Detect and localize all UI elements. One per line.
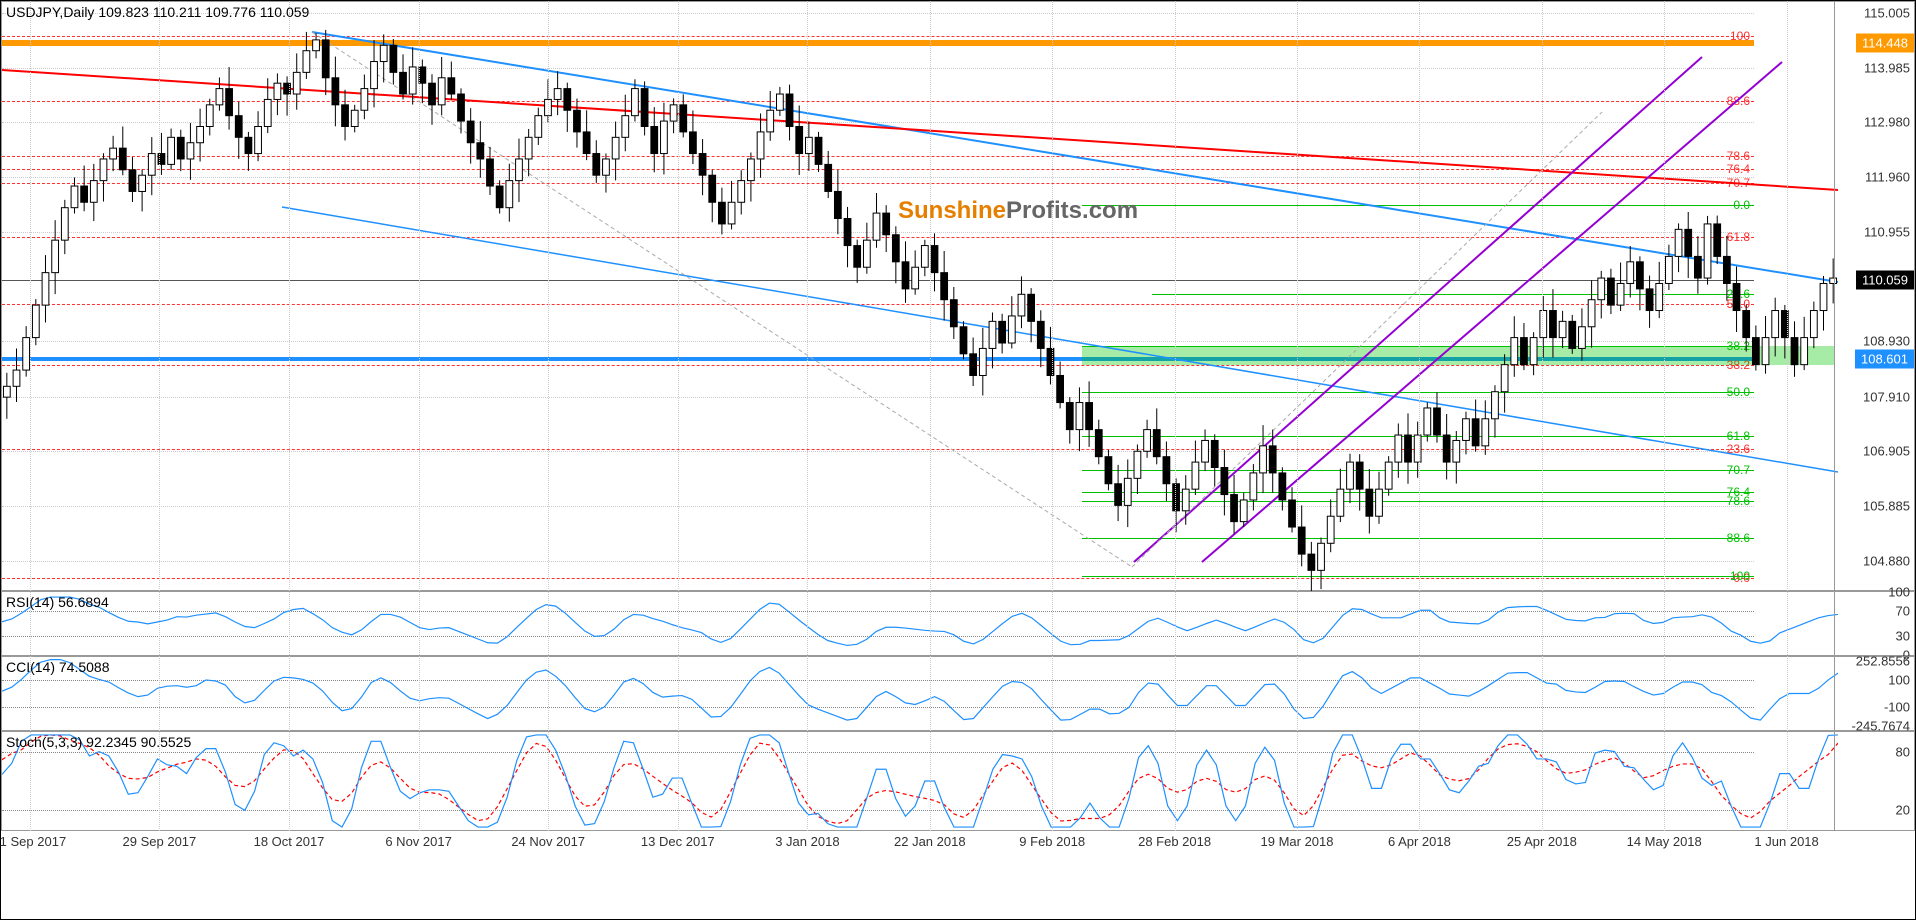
vgrid — [1175, 1, 1176, 831]
vgrid — [930, 1, 931, 831]
vgrid — [1419, 1, 1420, 831]
xlabel: 11 Sep 2017 — [0, 834, 66, 849]
ylabel: 104.880 — [1863, 553, 1910, 568]
rsi-yaxis: 03070100 — [1834, 592, 1914, 655]
candlesticks-svg — [2, 2, 1838, 592]
ylabel: 80 — [1896, 744, 1910, 759]
xlabel: 24 Nov 2017 — [511, 834, 585, 849]
chart-container: USDJPY,Daily 109.823 110.211 109.776 110… — [0, 0, 1916, 920]
ohlc-open: 109.823 — [98, 4, 149, 20]
rsi-plot-area[interactable] — [2, 592, 1834, 655]
ohlc-close: 110.059 — [260, 4, 310, 20]
xlabel: 3 Jan 2018 — [775, 834, 839, 849]
ylabel: 110.955 — [1864, 224, 1910, 239]
xlabel: 6 Apr 2018 — [1388, 834, 1451, 849]
xlabel: 6 Nov 2017 — [385, 834, 452, 849]
xlabel: 25 Apr 2018 — [1507, 834, 1577, 849]
main-plot-area[interactable]: 10088.678.676.470.761.850.038.223.60.00.… — [2, 2, 1834, 590]
xlabel: 28 Feb 2018 — [1138, 834, 1211, 849]
cci-title: CCI(14) 74.5088 — [6, 659, 110, 675]
xlabel: 9 Feb 2018 — [1019, 834, 1085, 849]
vgrid — [159, 1, 160, 831]
stoch-title: Stoch(5,3,3) 92.2345 90.5525 — [6, 734, 191, 750]
orange-price-box: 114.448 — [1856, 33, 1914, 52]
vgrid — [1052, 1, 1053, 831]
ohlc-low: 109.776 — [205, 4, 256, 20]
indicator-svg — [2, 657, 1838, 730]
watermark: SunshineProfits.com — [898, 197, 1138, 225]
ylabel: 100 — [1888, 585, 1910, 600]
ylabel: 106.905 — [1863, 443, 1910, 458]
xlabel: 19 Mar 2018 — [1261, 834, 1334, 849]
vgrid — [807, 1, 808, 831]
ylabel: 30 — [1896, 629, 1910, 644]
xlabel: 13 Dec 2017 — [641, 834, 715, 849]
vgrid — [678, 1, 679, 831]
vgrid — [1787, 1, 1788, 831]
xlabel: 1 Jun 2018 — [1754, 834, 1818, 849]
vgrid — [1297, 1, 1298, 831]
watermark-part2: Profits.com — [1006, 197, 1138, 224]
vgrid — [1664, 1, 1665, 831]
vgrid — [289, 1, 290, 831]
xlabel: 29 Sep 2017 — [123, 834, 197, 849]
chart-title: USDJPY,Daily 109.823 110.211 109.776 110… — [6, 4, 309, 20]
xlabel: 14 May 2018 — [1627, 834, 1702, 849]
vgrid — [548, 1, 549, 831]
ylabel: 107.910 — [1863, 389, 1910, 404]
rsi-title: RSI(14) 56.6894 — [6, 594, 109, 610]
ylabel: 112.980 — [1864, 115, 1910, 130]
blue-price-box: 108.601 — [1855, 350, 1914, 369]
xlabel: 22 Jan 2018 — [894, 834, 966, 849]
ylabel: 113.985 — [1864, 60, 1910, 75]
indicator-svg — [2, 592, 1838, 655]
ylabel: 20 — [1896, 803, 1910, 818]
ylabel: 111.960 — [1865, 170, 1910, 185]
xlabel: 18 Oct 2017 — [254, 834, 325, 849]
stoch-yaxis: 2080 — [1834, 732, 1914, 830]
ylabel: 100 — [1888, 673, 1910, 688]
cci-yaxis: -245.7674-100100252.8556 — [1834, 657, 1914, 730]
indicator-svg — [2, 732, 1838, 830]
stoch-plot-area[interactable] — [2, 732, 1834, 830]
main-yaxis: 115.005 113.985 112.980 111.960 110.955 108.9… — [1834, 2, 1914, 590]
ylabel: 115.005 — [1864, 5, 1910, 20]
ylabel: 70 — [1896, 603, 1910, 618]
ylabel: 252.8556 — [1856, 653, 1910, 668]
current-price-box: 110.059 — [1856, 271, 1914, 290]
ylabel: 108.930 — [1863, 334, 1910, 349]
ylabel: 105.885 — [1863, 499, 1910, 514]
vgrid — [30, 1, 31, 831]
ylabel: -100 — [1884, 699, 1910, 714]
vgrid — [1542, 1, 1543, 831]
vgrid — [419, 1, 420, 831]
ohlc-high: 110.211 — [153, 4, 202, 20]
watermark-part1: Sunshine — [898, 197, 1006, 224]
cci-plot-area[interactable] — [2, 657, 1834, 730]
symbol-timeframe: USDJPY,Daily — [6, 4, 94, 20]
